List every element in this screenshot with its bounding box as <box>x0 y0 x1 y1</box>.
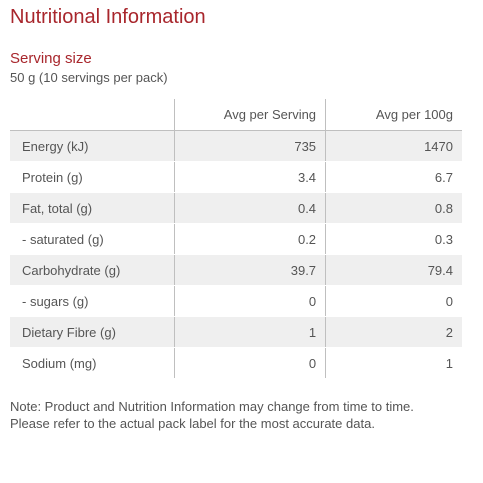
nutrient-name: Carbohydrate (g) <box>10 254 175 286</box>
serving-size-label: Serving size <box>10 50 92 67</box>
value-per-serving: 0.4 <box>174 192 326 224</box>
header-nutrient <box>10 99 175 131</box>
disclaimer-note: Note: Product and Nutrition Information … <box>10 399 414 431</box>
value-per-serving: 0 <box>174 347 326 379</box>
value-per-100g: 1470 <box>325 130 462 162</box>
table-row: Dietary Fibre (g) 1 2 <box>10 316 462 348</box>
value-per-100g: 0.3 <box>325 223 462 255</box>
nutrition-table: Avg per Serving Avg per 100g Energy (kJ)… <box>10 99 462 379</box>
nutrient-name: Energy (kJ) <box>10 130 175 162</box>
value-per-serving: 3.4 <box>174 161 326 193</box>
nutrient-name: Fat, total (g) <box>10 192 175 224</box>
value-per-100g: 0 <box>325 285 462 317</box>
table-row: - sugars (g) 0 0 <box>10 285 462 317</box>
table-row: - saturated (g) 0.2 0.3 <box>10 223 462 255</box>
value-per-100g: 0.8 <box>325 192 462 224</box>
value-per-serving: 0 <box>174 285 326 317</box>
value-per-serving: 0.2 <box>174 223 326 255</box>
value-per-100g: 79.4 <box>325 254 462 286</box>
table-row: Fat, total (g) 0.4 0.8 <box>10 192 462 224</box>
page-title: Nutritional Information <box>10 6 206 28</box>
nutrient-name: Sodium (mg) <box>10 347 175 379</box>
table-row: Carbohydrate (g) 39.7 79.4 <box>10 254 462 286</box>
nutrient-name: Protein (g) <box>10 161 175 193</box>
nutrient-name: Dietary Fibre (g) <box>10 316 175 348</box>
nutrient-name: - sugars (g) <box>10 285 175 317</box>
value-per-serving: 39.7 <box>174 254 326 286</box>
table-row: Protein (g) 3.4 6.7 <box>10 161 462 193</box>
header-avg-per-100g: Avg per 100g <box>325 99 462 131</box>
table-row: Sodium (mg) 0 1 <box>10 347 462 379</box>
value-per-100g: 1 <box>325 347 462 379</box>
table-row: Energy (kJ) 735 1470 <box>10 130 462 162</box>
header-avg-per-serving: Avg per Serving <box>174 99 326 131</box>
value-per-serving: 735 <box>174 130 326 162</box>
serving-size-value: 50 g (10 servings per pack) <box>10 70 168 85</box>
value-per-100g: 6.7 <box>325 161 462 193</box>
table-header-row: Avg per Serving Avg per 100g <box>10 99 462 131</box>
nutrient-name: - saturated (g) <box>10 223 175 255</box>
value-per-serving: 1 <box>174 316 326 348</box>
value-per-100g: 2 <box>325 316 462 348</box>
